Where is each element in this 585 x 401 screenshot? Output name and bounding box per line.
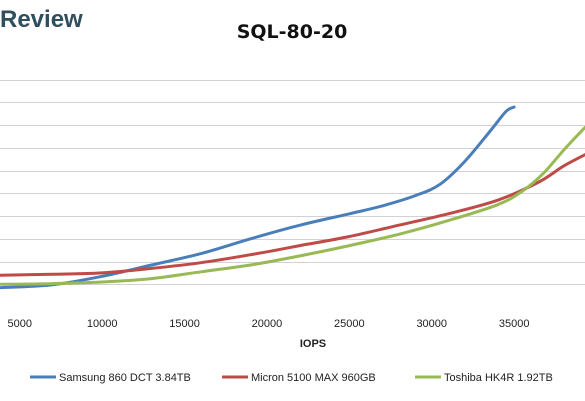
gridlines [0, 80, 585, 285]
legend: Samsung 860 DCT 3.84TB Micron 5100 MAX 96… [30, 372, 553, 384]
x-axis-ticks: 5000 10000 15000 20000 25000 30000 35000 [8, 318, 530, 330]
series-lines [0, 105, 585, 290]
series-line-3 [0, 126, 585, 286]
x-tick-label: 35000 [499, 318, 530, 330]
x-tick-label: 10000 [87, 318, 118, 330]
x-tick-label: 15000 [169, 318, 200, 330]
x-tick-label: 30000 [416, 318, 447, 330]
series-line-2 [0, 153, 585, 277]
legend-entry-label: Samsung 860 DCT 3.84TB [59, 372, 191, 384]
brand-logo-text: Review [0, 6, 83, 33]
chart-title: SQL-80-20 [237, 21, 348, 43]
x-tick-label: 25000 [334, 318, 365, 330]
series-line-1 [0, 105, 516, 290]
legend-entry-label: Micron 5100 MAX 960GB [251, 372, 376, 384]
x-axis-label: IOPS [300, 338, 326, 350]
legend-entry-label: Toshiba HK4R 1.92TB [444, 372, 553, 384]
x-tick-label: 20000 [252, 318, 283, 330]
x-tick-label: 5000 [8, 318, 32, 330]
